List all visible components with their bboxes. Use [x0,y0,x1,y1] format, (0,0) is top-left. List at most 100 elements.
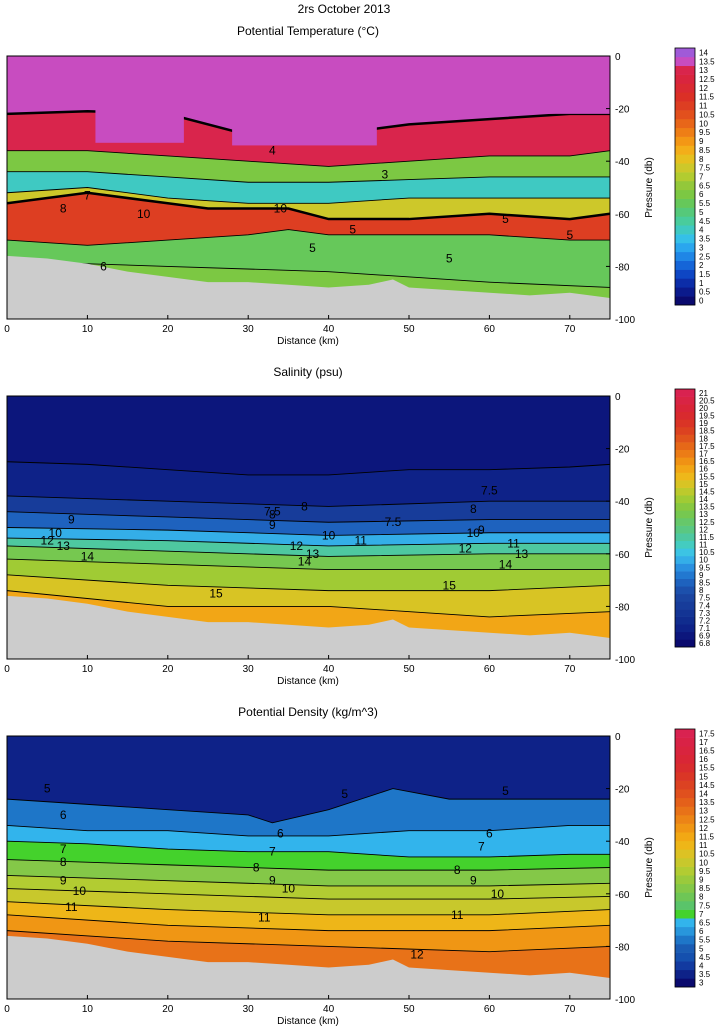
x-tick-label: 70 [564,324,576,335]
colorbar-label: 10 [699,556,708,565]
colorbar-label: 12 [699,525,708,534]
contour-label: 9 [269,518,276,532]
colorbar-label: 16.5 [699,747,715,756]
colorbar-swatch [675,548,695,557]
colorbar-label: 10.5 [699,850,715,859]
colorbar-label: 11.5 [699,533,715,542]
x-tick-label: 0 [4,664,10,675]
contour-line [7,260,610,288]
x-tick-label: 20 [162,1004,174,1015]
x-tick-label: 10 [82,1004,94,1015]
colorbar-label: 0 [699,297,704,306]
y-tick-label: -60 [615,210,630,221]
y-tick-label: -20 [615,785,630,796]
colorbar-label: 4 [699,226,704,235]
y-tick-label: -100 [615,315,635,326]
colorbar-swatch [675,746,695,756]
contour-label: 14 [298,555,312,569]
contour-label: 11 [258,910,271,924]
colorbar-swatch [675,180,695,191]
colorbar-swatch [675,434,695,443]
colorbar-label: 14 [699,790,708,799]
contour-label: 15 [209,586,223,600]
contour-label: 9 [60,874,67,888]
colorbar-swatch [675,449,695,458]
contour-line [7,859,610,871]
x-axis-label: Distance (km) [277,336,339,347]
contour-label: 14 [499,557,513,571]
colorbar-swatch [675,754,695,764]
contour-label: 10 [274,202,288,216]
contour-label: 7 [84,188,91,202]
contour-label: 10 [467,526,481,540]
contour-line [7,461,610,476]
contour-line [7,545,610,557]
plot-frame [6,55,611,320]
contour-label: 11 [65,900,78,914]
x-tick-label: 50 [403,1004,415,1015]
colorbar-swatch [675,978,695,988]
colorbar-label: 10.5 [699,548,715,557]
contour-line [7,191,610,221]
colorbar-swatch [675,251,695,261]
colorbar-label: 4.5 [699,217,711,226]
colorbar-swatch [675,118,695,129]
contour-label: 7 [269,845,276,859]
contour-label: 7 [60,842,67,856]
colorbar-swatch [675,961,695,971]
contour-label: 13 [57,539,71,553]
colorbar-swatch [675,110,695,120]
contour-line [7,171,610,183]
colorbar-label: 7.2 [699,616,711,625]
plot-frame [6,735,611,1000]
contour-line [7,874,610,887]
x-axis-label: Distance (km) [277,676,339,687]
y-tick-label: -40 [615,157,630,168]
colorbar-swatch [675,287,695,297]
contour-label: 9 [269,874,276,888]
contour-label: 9 [68,513,75,527]
colorbar-swatch [675,601,695,610]
y-tick-label: -80 [615,942,630,953]
colorbar-label: 3 [699,243,704,252]
colorbar-label: 5 [699,944,704,953]
figure-suptitle: 2rs October 2013 [298,2,391,16]
colorbar-swatch [675,563,695,572]
colorbar-label: 16 [699,465,708,474]
colorbar-label: 7.1 [699,624,711,633]
contour-line [7,914,610,932]
contour-label: 7.5 [264,505,281,519]
contour-line [7,930,610,953]
contour-line [7,511,610,523]
colorbar-label: 17.5 [699,442,715,451]
colorbar-swatch [675,74,695,84]
contour-label: 10 [322,528,336,542]
contour-line [7,888,610,900]
colorbar-frame [674,388,696,648]
contour-label: 6 [60,808,67,822]
colorbar-label: 6.5 [699,919,711,928]
colorbar-swatch [675,926,695,936]
colorbar-label: 12.5 [699,518,715,527]
colorbar-swatch [675,56,695,67]
colorbar-swatch [675,969,695,979]
colorbar-label: 11.5 [699,93,715,102]
contour-label: 3 [382,167,389,181]
colorbar-label: 15.5 [699,764,715,773]
colorbar-swatch [675,533,695,542]
colorbar-swatch [675,419,695,428]
bathymetry [7,255,610,319]
x-tick-label: 20 [162,324,174,335]
x-tick-label: 40 [323,664,335,675]
colorbar-swatch [675,92,695,102]
contour-line [7,150,610,167]
colorbar-label: 9.5 [699,563,711,572]
colorbar-swatch [675,858,695,867]
colorbar-label: 13.5 [699,503,715,512]
y-axis-label: Pressure (db) [644,157,655,218]
contour-line [7,527,610,536]
contour-line [7,574,610,592]
colorbar-swatch [675,616,695,625]
contour-line [7,229,610,246]
